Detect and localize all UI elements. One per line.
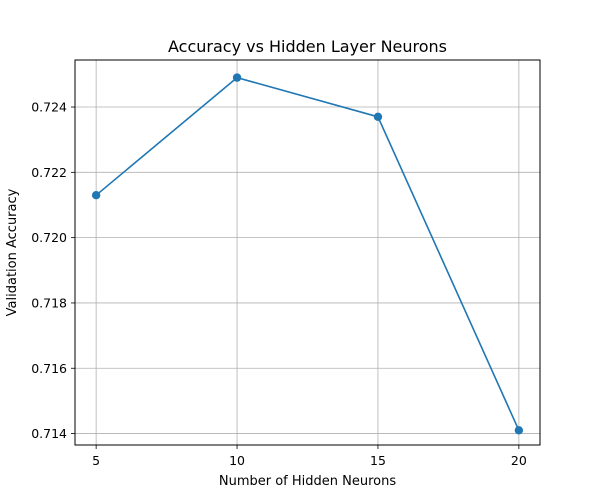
chart-title: Accuracy vs Hidden Layer Neurons [168,37,447,56]
x-tick-label: 10 [229,453,245,468]
y-tick-label: 0.722 [31,165,67,180]
data-point-marker [91,190,101,200]
y-tick-label: 0.718 [31,295,67,310]
plot-area-frame [74,59,541,446]
y-axis-ticks: 0.714 0.716 0.718 0.720 0.722 0.724 [31,100,75,441]
x-axis-ticks: 5 10 15 20 [92,445,527,468]
y-tick-label: 0.716 [31,361,67,376]
series-line [95,76,520,431]
data-series [91,73,524,435]
y-axis-label: Validation Accuracy [5,188,20,316]
y-tick-label: 0.724 [31,100,67,115]
data-point-marker [232,73,242,82]
x-tick-label: 15 [370,453,386,468]
y-tick-label: 0.714 [31,426,67,441]
data-point-marker [373,112,383,122]
x-axis-label: Number of Hidden Neurons [219,474,396,489]
x-tick-label: 20 [511,453,527,468]
x-tick-label: 5 [92,453,100,468]
grid-lines [75,60,540,445]
y-tick-label: 0.720 [31,230,67,245]
data-point-marker [514,426,524,435]
